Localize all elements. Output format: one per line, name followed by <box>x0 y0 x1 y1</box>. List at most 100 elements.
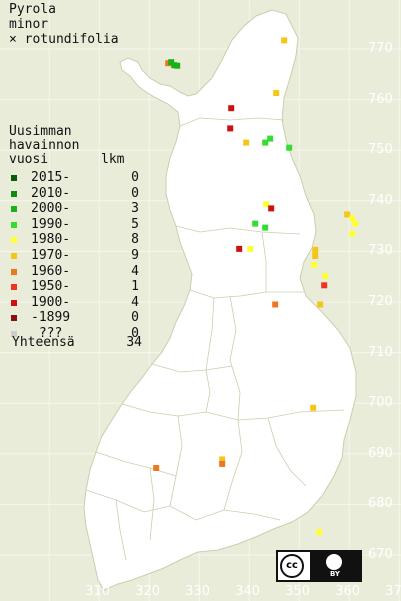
easting-tick-label: 370 <box>385 584 401 599</box>
northing-tick-label: 680 <box>368 496 393 512</box>
legend-count: 3 <box>131 201 139 217</box>
person-icon <box>326 554 342 570</box>
observation-marker <box>262 224 269 231</box>
observation-marker <box>281 37 288 44</box>
observation-marker <box>272 301 279 308</box>
observation-marker <box>310 404 317 411</box>
legend-swatch <box>11 190 17 197</box>
legend-label: 2010- <box>31 185 71 201</box>
legend-heading-line2: havainnon <box>9 138 80 153</box>
legend-heading-line3: vuosi <box>9 152 49 167</box>
observation-marker <box>153 465 160 471</box>
legend-swatch <box>11 299 17 306</box>
finland-outline <box>83 9 357 591</box>
observation-marker <box>316 529 323 536</box>
legend-swatch <box>11 206 17 213</box>
species-title-hybrid: × rotundifolia <box>9 32 119 47</box>
easting-tick-label: 310 <box>85 584 111 599</box>
legend-swatch <box>11 175 17 181</box>
easting-tick-label: 340 <box>235 584 261 599</box>
observation-marker <box>262 139 269 146</box>
legend-count: 8 <box>131 232 139 248</box>
northing-tick-label: 670 <box>368 547 393 562</box>
by-attribution-icon: BY <box>310 552 360 580</box>
legend-label: 2015- <box>31 170 71 185</box>
observation-marker <box>344 211 351 218</box>
cc-logo-icon: cc <box>280 554 304 578</box>
northing-tick-label: 750 <box>368 142 393 158</box>
by-text-icon: BY <box>329 570 341 578</box>
northing-tick-label: 760 <box>368 91 393 107</box>
observation-marker <box>227 125 234 132</box>
observation-marker <box>247 245 254 252</box>
legend-count-heading: lkm <box>101 152 125 167</box>
observation-marker <box>243 139 250 146</box>
observation-marker <box>267 135 274 142</box>
species-title-genus: Pyrola <box>9 2 56 17</box>
observation-marker <box>168 59 175 66</box>
observation-marker <box>228 105 235 112</box>
easting-tick-label: 350 <box>285 584 311 599</box>
observation-marker <box>263 201 270 208</box>
observation-marker <box>321 282 328 289</box>
observation-marker <box>312 253 319 259</box>
observation-marker <box>252 220 259 227</box>
easting-tick-label: 360 <box>335 584 361 599</box>
legend-swatch <box>11 253 17 259</box>
observation-markers <box>153 37 359 536</box>
legend-swatch <box>11 221 17 228</box>
observation-marker <box>317 301 324 308</box>
legend-label: 1980- <box>31 232 71 248</box>
legend-count: 4 <box>131 294 139 310</box>
observation-marker <box>219 456 226 463</box>
legend-count: 0 <box>131 310 139 326</box>
legend-label: ??? <box>31 326 63 341</box>
northing-tick-label: 720 <box>368 294 393 309</box>
legend-swatch <box>11 268 17 275</box>
legend-swatch <box>11 237 17 244</box>
legend-count: 0 <box>131 326 139 341</box>
legend-heading-line1: Uusimman <box>9 124 72 139</box>
legend-total-count: 34 <box>126 335 142 350</box>
legend-count: 9 <box>131 248 139 263</box>
observation-marker <box>322 273 329 280</box>
observation-marker <box>312 246 319 253</box>
observation-marker <box>311 262 318 269</box>
legend-label: 1970- <box>31 248 71 263</box>
easting-tick-label: 330 <box>185 584 211 599</box>
observation-marker <box>268 205 275 212</box>
observation-marker <box>286 144 293 151</box>
legend-label: 1900- <box>31 294 71 310</box>
legend-label: 1960- <box>31 263 71 279</box>
legend-swatch <box>11 284 17 291</box>
legend-label: -1899 <box>31 310 71 326</box>
observation-marker <box>174 62 181 69</box>
species-title-epithet: minor <box>9 17 49 32</box>
northing-tick-label: 690 <box>368 445 393 461</box>
legend-count: 5 <box>131 216 139 232</box>
legend-label: 2000- <box>31 201 71 217</box>
legend-label: 1950- <box>31 279 71 295</box>
legend-count: 1 <box>131 279 139 295</box>
northing-tick-label: 710 <box>368 344 393 360</box>
observation-marker <box>236 245 243 252</box>
region-borders <box>85 117 345 561</box>
legend-count: 0 <box>131 170 139 185</box>
legend-swatch <box>11 315 17 322</box>
legend-total-label: Yhteensä <box>12 335 75 350</box>
cc-by-license-badge: cc BY <box>276 550 362 582</box>
northing-tick-label: 740 <box>368 192 393 208</box>
observation-marker <box>273 90 280 96</box>
northing-tick-label: 770 <box>368 41 393 56</box>
northing-tick-label: 700 <box>368 395 393 411</box>
northing-tick-label: 730 <box>368 243 393 259</box>
observation-marker <box>352 220 359 227</box>
easting-tick-label: 320 <box>135 584 161 599</box>
legend-count: 4 <box>131 263 139 279</box>
legend-count: 0 <box>131 185 139 201</box>
legend-label: 1990- <box>31 216 71 232</box>
observation-marker <box>349 215 356 222</box>
legend-swatch <box>11 331 17 337</box>
